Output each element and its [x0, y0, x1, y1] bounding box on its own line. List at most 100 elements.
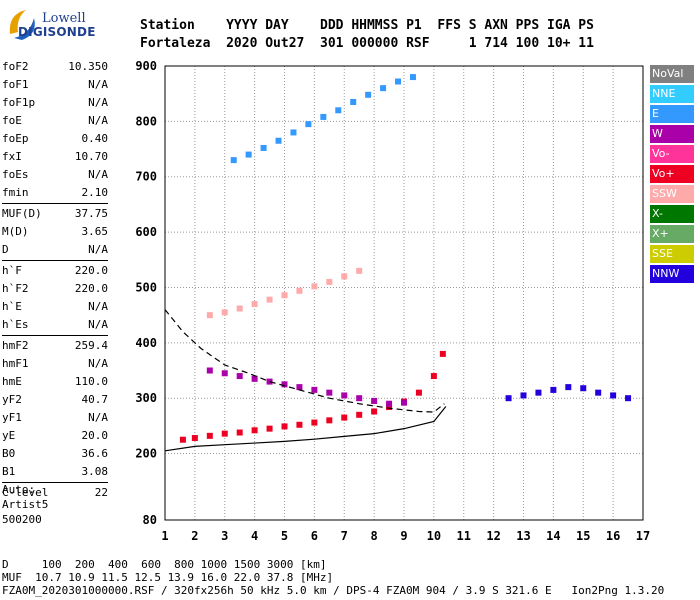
point-ssw [281, 292, 288, 299]
legend-item-w: W [650, 125, 694, 143]
point-vo- [266, 425, 273, 432]
param-name: foE [2, 114, 22, 127]
point-e [335, 107, 342, 114]
x-tick-label: 7 [341, 529, 348, 543]
auto-code: 500200 [2, 513, 42, 526]
point-w [311, 386, 318, 393]
point-w [401, 399, 407, 406]
y-tick-label: 600 [135, 225, 157, 239]
point-e [275, 137, 282, 144]
x-tick-label: 17 [636, 529, 650, 543]
param-value: 20.0 [81, 429, 109, 442]
point-w [266, 378, 273, 385]
point-vo- [311, 419, 318, 426]
point-w [281, 381, 288, 388]
param-row: foF1p N/A [2, 94, 108, 112]
point-e [395, 78, 402, 85]
point-w [206, 367, 213, 374]
plot-frame [164, 65, 644, 521]
param-name: hmE [2, 375, 22, 388]
x-tick-label: 2 [191, 529, 198, 543]
point-vo- [191, 435, 198, 442]
point-nnw [535, 389, 542, 396]
param-value: 3.65 [81, 225, 109, 238]
y-tick-label: 500 [135, 280, 157, 294]
x-tick-label: 6 [311, 529, 318, 543]
point-w [236, 373, 243, 380]
point-vo- [415, 389, 422, 396]
y-tick-label: 400 [135, 336, 157, 350]
point-vo- [356, 411, 363, 418]
point-ssw [341, 273, 348, 280]
param-value: N/A [88, 114, 108, 127]
x-tick-label: 14 [546, 529, 560, 543]
param-value: 10.70 [74, 150, 108, 163]
x-tick-label: 15 [576, 529, 590, 543]
param-group-confidence: C-level 22 [2, 484, 108, 502]
param-group-virtual-heights: h`F 220.0 h`F2 220.0 h`E N/A h`Es N/A [2, 262, 108, 334]
point-vo- [430, 373, 437, 380]
logo-line2: DIGISONDE [18, 25, 96, 39]
param-value: 40.7 [81, 393, 109, 406]
param-row: fxI 10.70 [2, 148, 108, 166]
divider [2, 335, 108, 336]
param-name: D [2, 243, 9, 256]
y-tick-label: 900 [135, 59, 157, 73]
divider [2, 203, 108, 204]
param-name: B0 [2, 447, 16, 460]
x-tick-label: 4 [251, 529, 258, 543]
point-nnw [610, 392, 617, 399]
param-group-profile: hmF2 259.4 hmF1 N/A hmE 110.0 yF2 40.7 yF1 N/A yE 2… [2, 337, 108, 481]
legend-item-e: E [650, 105, 694, 123]
point-w [371, 397, 378, 404]
y-tick-label: 700 [135, 170, 157, 184]
auto-software: Artist5 [2, 498, 49, 511]
point-nnw [580, 385, 587, 392]
point-nnw [565, 384, 572, 391]
param-name: yF2 [2, 393, 22, 406]
param-value: 110.0 [74, 375, 108, 388]
param-row: h`F 220.0 [2, 262, 108, 280]
param-row: hmF2 259.4 [2, 337, 108, 355]
point-w [251, 375, 258, 382]
divider [2, 482, 108, 483]
point-vo- [221, 430, 228, 437]
logo-swirl-icon [9, 10, 35, 40]
param-row: hmF1 N/A [2, 355, 108, 373]
param-row: foE N/A [2, 112, 108, 130]
lower-trace-line [164, 406, 447, 452]
point-vo- [439, 350, 446, 357]
point-e [305, 121, 312, 128]
x-tick-label: 16 [606, 529, 620, 543]
point-w [356, 395, 363, 402]
param-name: foEp [2, 132, 29, 145]
point-e [260, 144, 267, 151]
point-vo- [179, 436, 186, 443]
legend-item-nnw: NNW [650, 265, 694, 283]
param-name: hmF1 [2, 357, 29, 370]
param-name: foF1 [2, 78, 29, 91]
y-tick-label: 200 [135, 447, 157, 461]
legend-item-noval: NoVal [650, 65, 694, 83]
footer-distance-row: D 100 200 400 600 800 1000 1500 3000 [km… [2, 558, 327, 571]
param-name: C-level [2, 486, 49, 499]
point-ssw [221, 309, 228, 316]
point-e [409, 74, 416, 81]
x-tick-label: 5 [281, 529, 288, 543]
param-value: 37.75 [74, 207, 108, 220]
x-tick-label: 8 [371, 529, 378, 543]
x-tick-label: 10 [427, 529, 441, 543]
param-group-critical-frequencies: foF2 10.350 foF1 N/A foF1p N/A foE N/A foEp 0.40 f… [2, 58, 108, 202]
param-row: yF1 N/A [2, 409, 108, 427]
point-e [365, 91, 372, 98]
x-tick-label: 11 [457, 529, 471, 543]
autoscaling-info: Auto: Artist5 500200 [2, 482, 48, 527]
param-value: 10.350 [68, 60, 108, 73]
point-vo- [206, 432, 213, 439]
point-e [245, 151, 252, 158]
point-vo- [386, 404, 393, 411]
param-row: h`F2 220.0 [2, 280, 108, 298]
header-labels: Station YYYY DAY DDD HHMMSS P1 FFS S AXN… [140, 18, 594, 33]
digisonde-logo: Lowell DIGISONDE [4, 4, 124, 44]
param-row: M(D) 3.65 [2, 223, 108, 241]
